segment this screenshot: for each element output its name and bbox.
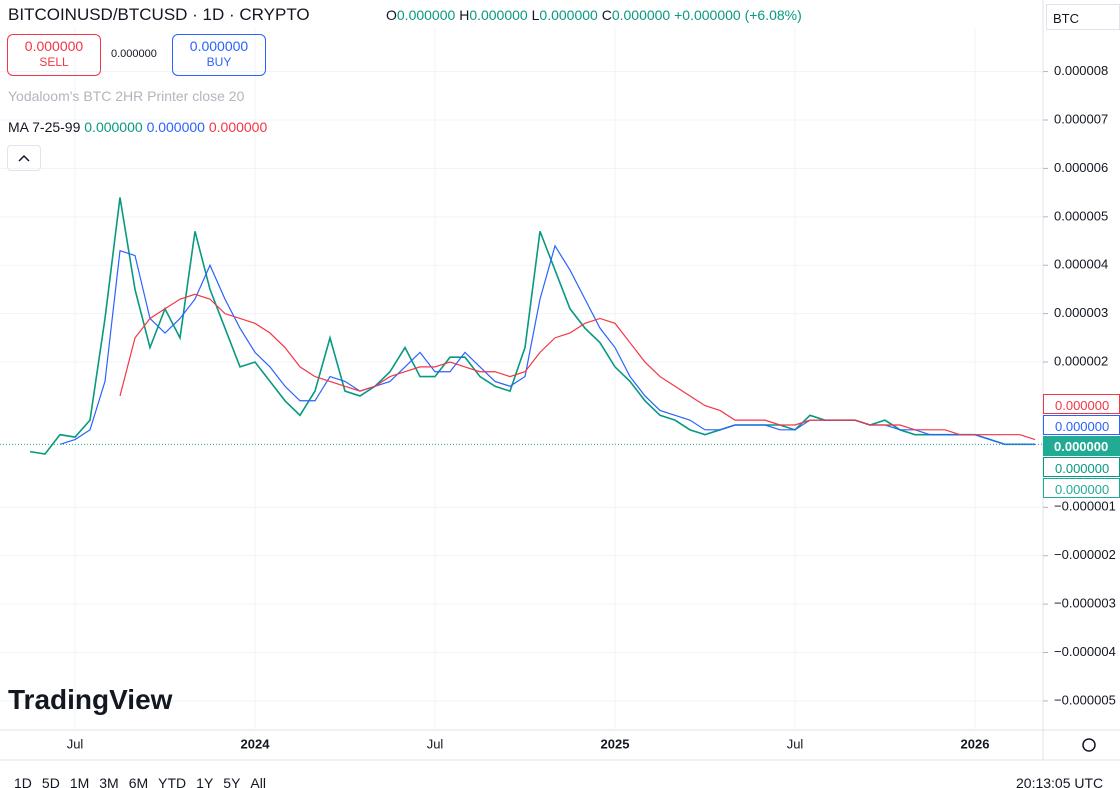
x-tick-label: 2024	[241, 736, 271, 751]
symbol[interactable]: BITCOINUSD/BTCUSD · 1D · CRYPTO	[8, 5, 310, 24]
y-tick-label: −0.000004	[1054, 644, 1116, 659]
o-value: 0.000000	[396, 7, 456, 23]
y-tick-label: 0.000004	[1054, 257, 1108, 272]
y-tick-label: −0.000001	[1054, 499, 1116, 514]
timeframes: 1D 5D 1M 3M 6M YTD 1Y 5Y All	[14, 775, 276, 788]
o-label: O	[386, 7, 397, 23]
timeframe[interactable]: 1D	[14, 775, 32, 788]
y-tick-label: 0.000008	[1054, 63, 1108, 78]
c-label: C	[601, 7, 612, 23]
h-value: 0.000000	[469, 7, 528, 23]
ma-value: 0.000000	[84, 119, 143, 135]
watermark: TradingView	[8, 684, 173, 715]
sell-button[interactable]: 0.000000 SELL	[7, 34, 101, 76]
h-label: H	[459, 7, 470, 23]
ohlc: O0.000000 H0.000000 L0.000000 C0.000000 …	[386, 7, 802, 23]
buy-label: BUY	[206, 55, 232, 69]
y-tick-label: 0.000006	[1054, 160, 1108, 175]
x-tick-label: Jul	[67, 736, 84, 751]
timeframe[interactable]: 1Y	[196, 775, 214, 788]
collapse-button[interactable]	[7, 145, 41, 171]
l-label: L	[531, 7, 540, 23]
price-label: 0.000000	[1043, 457, 1120, 477]
price-label: 0.000000	[1043, 394, 1120, 414]
sell-price: 0.000000	[24, 38, 84, 54]
ma-value: 0.000000	[146, 119, 205, 135]
sell-label: SELL	[39, 55, 69, 69]
timeframe[interactable]: 5D	[41, 775, 60, 788]
currency[interactable]: BTC	[1046, 4, 1120, 30]
timeframe[interactable]: YTD	[158, 775, 187, 788]
y-tick-label: 0.000003	[1054, 305, 1108, 320]
buy-price: 0.000000	[189, 38, 249, 54]
x-tick-label: 2026	[961, 736, 990, 751]
y-tick-label: 0.000005	[1054, 208, 1108, 223]
timeframe[interactable]: 3M	[99, 775, 119, 788]
timeframe[interactable]: 6M	[128, 775, 149, 788]
y-tick-label: −0.000005	[1054, 692, 1116, 707]
clock: 20:13:05 UTC	[1016, 775, 1104, 788]
series-line	[119, 293, 1036, 441]
y-tick-label: 0.000007	[1054, 111, 1108, 126]
ma-title: MA 7-25-99	[8, 119, 81, 135]
timeframe[interactable]: 1M	[69, 775, 90, 788]
ma-legend[interactable]: MA 7-25-99 0.000000 0.000000 0.000000	[8, 119, 267, 135]
y-tick-label: −0.000003	[1054, 596, 1116, 611]
x-tick-label: Jul	[427, 736, 444, 751]
spread: 0.000000	[111, 48, 157, 60]
indicator[interactable]: Yodaloom's BTC 2HR Printer close 20	[8, 88, 245, 104]
price-label: 0.000000	[1043, 415, 1120, 435]
y-tick-label: −0.000002	[1054, 547, 1116, 562]
timeframe[interactable]: 5Y	[223, 775, 241, 788]
x-tick-label: 2025	[601, 736, 630, 751]
c-value: 0.000000	[611, 7, 671, 23]
y-tick-label: 0.000002	[1054, 353, 1108, 368]
timeframe[interactable]: All	[250, 775, 266, 788]
l-value: 0.000000	[539, 7, 598, 23]
series-line	[29, 197, 1035, 455]
x-tick-label: Jul	[787, 736, 804, 751]
change: +0.000000 (+6.08%)	[674, 7, 802, 23]
price-label: 0.000000	[1043, 436, 1120, 456]
price-label: 0.000000	[1043, 478, 1120, 498]
buy-button[interactable]: 0.000000 BUY	[172, 34, 266, 76]
ma-value: 0.000000	[208, 119, 268, 135]
settings-icon	[1082, 738, 1096, 752]
chevron	[18, 154, 30, 162]
